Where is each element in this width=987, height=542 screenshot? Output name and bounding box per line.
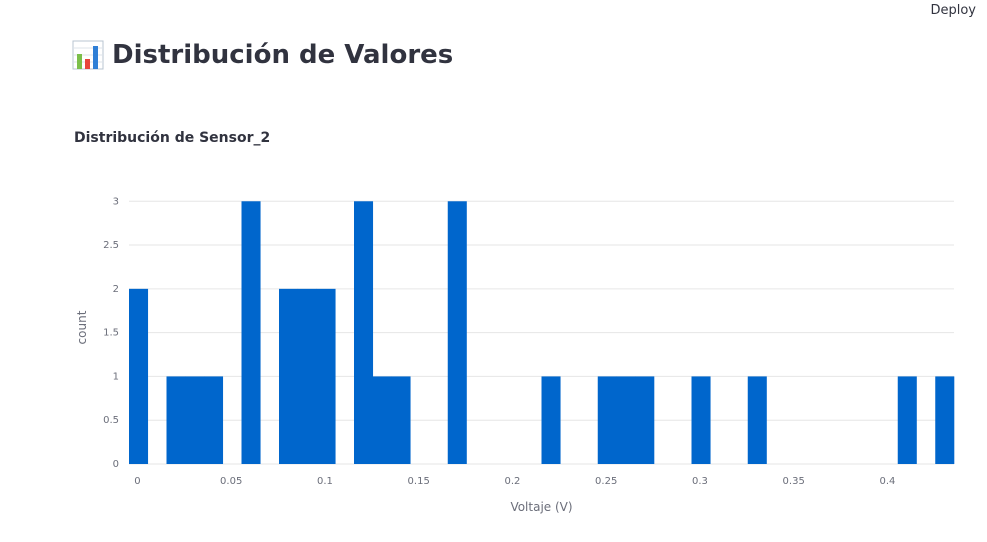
- y-tick-label: 2: [113, 284, 119, 295]
- x-tick-label: 0.25: [595, 476, 617, 487]
- x-axis-label: Voltaje (V): [510, 500, 572, 514]
- histogram-bars: [129, 201, 955, 465]
- histogram-bar[interactable]: [241, 201, 261, 465]
- y-tick-label: 3: [113, 196, 119, 207]
- histogram-bar[interactable]: [541, 376, 561, 464]
- x-tick-label: 0.4: [879, 476, 895, 487]
- x-tick-label: 0.1: [317, 476, 333, 487]
- histogram-bar[interactable]: [447, 201, 467, 465]
- chart-subtitle: Distribución de Sensor_2: [74, 130, 271, 146]
- histogram-bar[interactable]: [691, 376, 711, 464]
- histogram-bar[interactable]: [935, 376, 955, 464]
- y-tick-label: 1: [113, 371, 119, 382]
- y-tick-label: 1.5: [103, 328, 119, 339]
- x-tick-labels: 0 0.05 0.1 0.15 0.2 0.25 0.3 0.35 0.4: [134, 476, 895, 487]
- histogram-bar[interactable]: [354, 201, 374, 465]
- y-tick-label: 0: [113, 459, 119, 470]
- page-title: Distribución de Valores: [72, 40, 453, 70]
- x-tick-label: 0.15: [408, 476, 430, 487]
- histogram-bar[interactable]: [597, 376, 617, 464]
- histogram-bar[interactable]: [747, 376, 767, 464]
- x-tick-label: 0.3: [692, 476, 708, 487]
- y-tick-label: 2.5: [103, 240, 119, 251]
- histogram-bar[interactable]: [166, 376, 186, 464]
- histogram-bar[interactable]: [635, 376, 655, 464]
- x-tick-label: 0: [134, 476, 140, 487]
- histogram-bar[interactable]: [616, 376, 636, 464]
- bar-chart-icon: [72, 40, 104, 70]
- histogram-bar[interactable]: [316, 288, 336, 464]
- histogram-bar[interactable]: [129, 288, 149, 464]
- deploy-button[interactable]: Deploy: [930, 3, 976, 18]
- x-tick-label: 0.2: [504, 476, 520, 487]
- y-tick-labels: 0 0.5 1 1.5 2 2.5 3: [103, 196, 119, 470]
- x-tick-label: 0.35: [783, 476, 805, 487]
- y-axis-label: count: [75, 310, 89, 344]
- histogram-bar[interactable]: [279, 288, 299, 464]
- x-tick-label: 0.05: [220, 476, 242, 487]
- histogram-bar[interactable]: [897, 376, 917, 464]
- histogram-bar[interactable]: [372, 376, 392, 464]
- histogram-bar[interactable]: [297, 288, 317, 464]
- histogram-bar[interactable]: [391, 376, 411, 464]
- histogram-bar[interactable]: [204, 376, 224, 464]
- page-title-text: Distribución de Valores: [112, 40, 454, 70]
- y-tick-label: 0.5: [103, 415, 119, 426]
- histogram-bar[interactable]: [185, 376, 205, 464]
